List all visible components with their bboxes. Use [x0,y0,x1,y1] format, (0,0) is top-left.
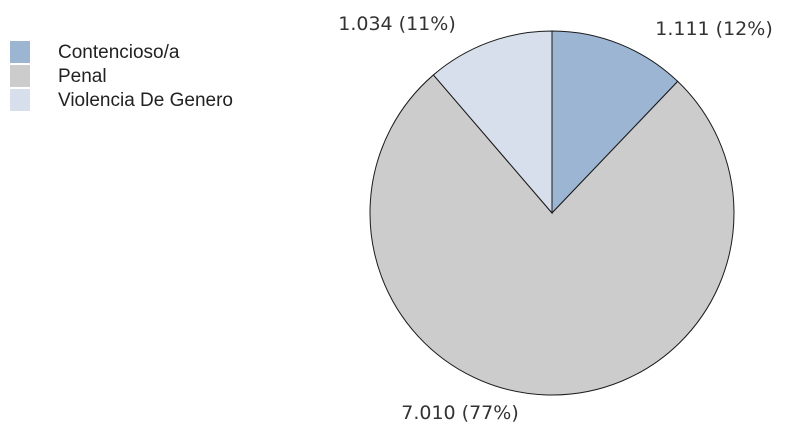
legend: Contencioso/a Penal Violencia De Genero [10,41,233,111]
pie-slice-contencioso-a [551,30,679,215]
data-label: 1.034 (11%) [338,13,456,35]
pie-slice-penal [369,74,735,396]
legend-swatch [10,89,30,111]
pie-labels: 1.111 (12%) 7.010 (77%) 1.034 (11%) [338,13,773,424]
legend-swatch [10,65,30,87]
legend-label: Contencioso/a [58,42,180,63]
data-label: 1.111 (12%) [655,18,773,40]
data-label: 7.010 (77%) [401,402,519,424]
pie-slice-violencia-de-genero [432,30,553,215]
pie-slices [369,30,735,396]
legend-label: Penal [58,66,107,87]
legend-label: Violencia De Genero [58,90,233,111]
legend-swatch [10,41,30,63]
